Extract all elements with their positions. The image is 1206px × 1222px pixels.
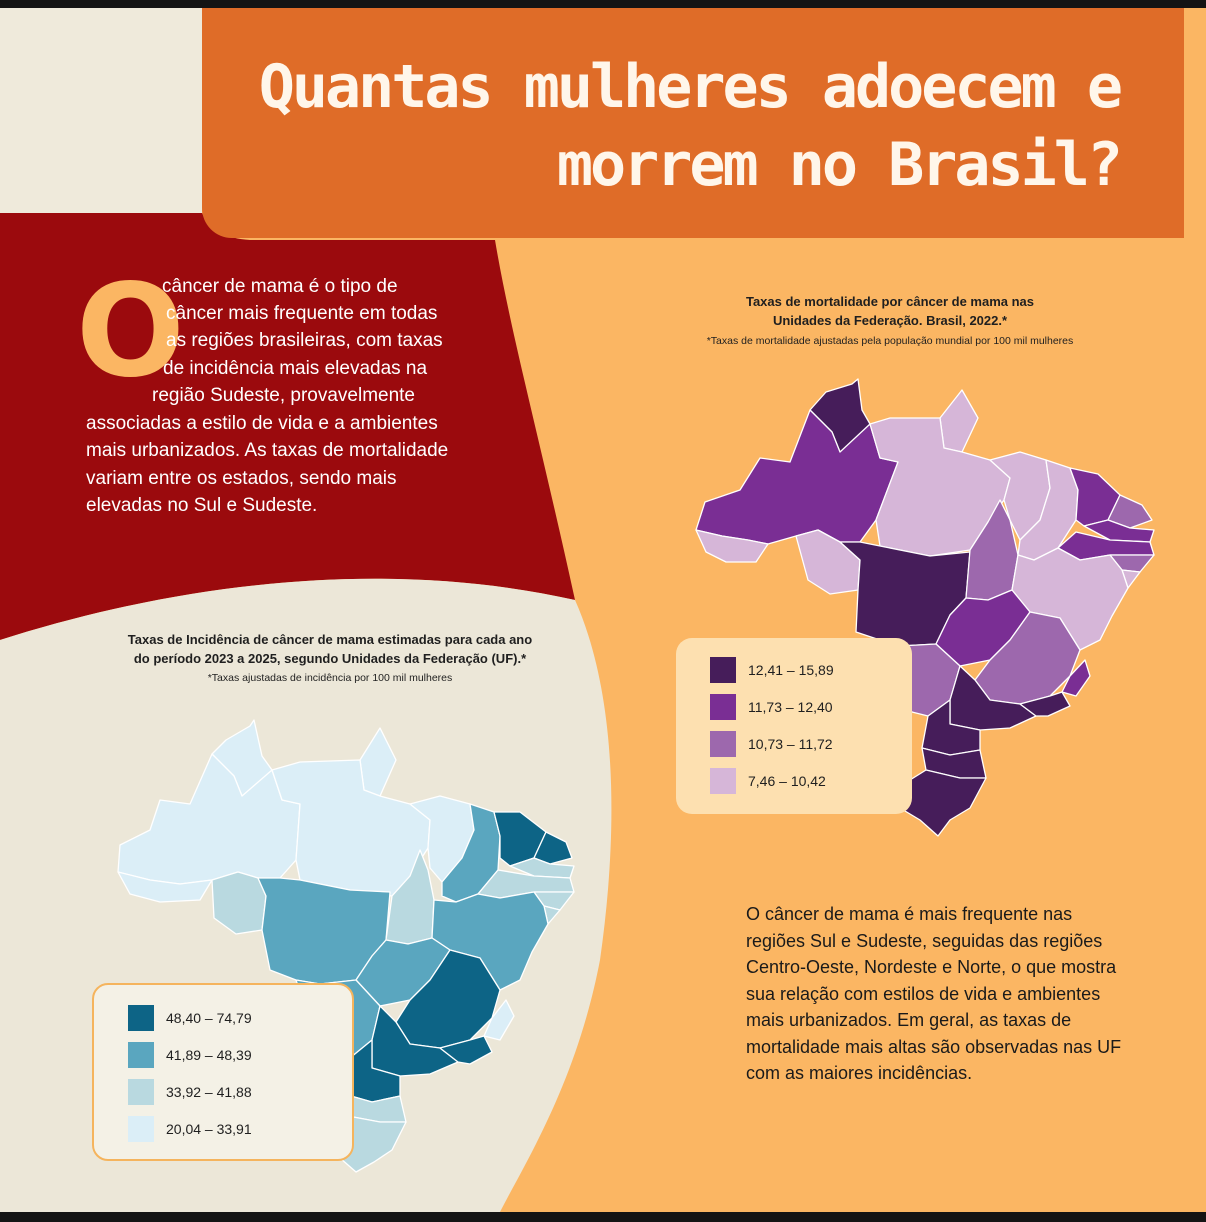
legend-label: 7,46 – 10,42 <box>748 773 826 789</box>
legend-label: 41,89 – 48,39 <box>166 1047 252 1063</box>
cream-corner <box>0 8 202 213</box>
mortality-map-title: Taxas de mortalidade por câncer de mama … <box>640 292 1140 330</box>
legend-label: 20,04 – 33,91 <box>166 1121 252 1137</box>
map-region-amapa <box>359 727 397 797</box>
map-region-acre <box>117 871 213 903</box>
legend-swatch <box>128 1116 154 1142</box>
mortality-legend: 12,41 – 15,89 11,73 – 12,40 10,73 – 11,7… <box>676 638 912 814</box>
summary-paragraph: O câncer de mama é mais frequente nas re… <box>746 904 1122 1083</box>
mortality-map-note: *Taxas de mortalidade ajustadas pela pop… <box>706 335 1074 347</box>
map-region-rondonia <box>211 871 267 935</box>
page-title: Quantas mulheres adoecem e morrem no Bra… <box>230 48 1123 204</box>
intro-line: elevadas no Sul e Sudeste. <box>86 495 318 516</box>
map-region-rio-grande-do-sul <box>893 769 987 837</box>
legend-swatch <box>710 731 736 757</box>
map-region-espirito-santo <box>1061 659 1091 697</box>
legend-label: 10,73 – 11,72 <box>748 736 833 752</box>
legend-swatch <box>128 1042 154 1068</box>
map-region-rio-de-janeiro <box>439 1035 493 1065</box>
incidence-title-line-2: do período 2023 a 2025, segundo Unidades… <box>133 651 527 666</box>
legend-item: 11,73 – 12,40 <box>710 694 833 720</box>
legend-item: 41,89 – 48,39 <box>128 1042 252 1068</box>
intro-line: mais urbanizados. As taxas de mortalidad… <box>86 440 449 461</box>
legend-item: 10,73 – 11,72 <box>710 731 833 757</box>
intro-line: variam entre os estados, sendo mais <box>86 468 397 489</box>
legend-item: 33,92 – 41,88 <box>128 1079 252 1105</box>
legend-item: 12,41 – 15,89 <box>710 657 834 683</box>
legend-label: 48,40 – 74,79 <box>166 1010 252 1026</box>
intro-line: associadas a estilo de vida e a ambiente… <box>86 413 438 434</box>
incidence-legend: 48,40 – 74,79 41,89 – 48,39 33,92 – 41,8… <box>92 983 354 1161</box>
bottom-border <box>0 1212 1206 1222</box>
legend-swatch <box>710 694 736 720</box>
mortality-title-line-2: Unidades da Federação. Brasil, 2022.* <box>772 313 1008 328</box>
intro-line: de incidência mais elevadas na <box>163 358 428 379</box>
legend-swatch <box>710 657 736 683</box>
title-line-1: Quantas mulheres adoecem e <box>258 52 1123 122</box>
legend-item: 48,40 – 74,79 <box>128 1005 252 1031</box>
drop-cap-letter: O <box>76 257 185 406</box>
map-region-espirito-santo <box>483 999 515 1041</box>
legend-label: 12,41 – 15,89 <box>748 662 834 678</box>
incidence-map-note: *Taxas ajustadas de incidência por 100 m… <box>207 672 453 684</box>
incidence-title-line-1: Taxas de Incidência de câncer de mama es… <box>127 632 533 647</box>
intro-line: região Sudeste, provavelmente <box>152 385 415 406</box>
legend-swatch <box>128 1079 154 1105</box>
right-edge <box>1185 8 1206 1222</box>
red-wave-panel <box>0 213 575 640</box>
intro-line: câncer de mama é o tipo de <box>162 276 398 297</box>
top-border <box>0 0 1206 8</box>
incidence-map-title: Taxas de Incidência de câncer de mama es… <box>60 630 600 668</box>
map-region-rio-de-janeiro <box>1019 691 1071 717</box>
mortality-title-line-1: Taxas de mortalidade por câncer de mama … <box>745 294 1035 309</box>
intro-line: câncer mais frequente em todas <box>166 303 438 324</box>
legend-item: 7,46 – 10,42 <box>710 768 826 794</box>
title-line-2: morrem no Brasil? <box>556 130 1123 200</box>
map-region-rio-grande-do-norte <box>533 831 573 865</box>
legend-swatch <box>710 768 736 794</box>
intro-line: as regiões brasileiras, com taxas <box>166 330 443 351</box>
legend-item: 20,04 – 33,91 <box>128 1116 252 1142</box>
map-region-acre <box>695 529 769 563</box>
legend-label: 33,92 – 41,88 <box>166 1084 252 1100</box>
map-region-rio-grande-do-norte <box>1107 494 1153 529</box>
title-banner <box>202 8 1184 238</box>
legend-swatch <box>128 1005 154 1031</box>
legend-label: 11,73 – 12,40 <box>748 699 833 715</box>
